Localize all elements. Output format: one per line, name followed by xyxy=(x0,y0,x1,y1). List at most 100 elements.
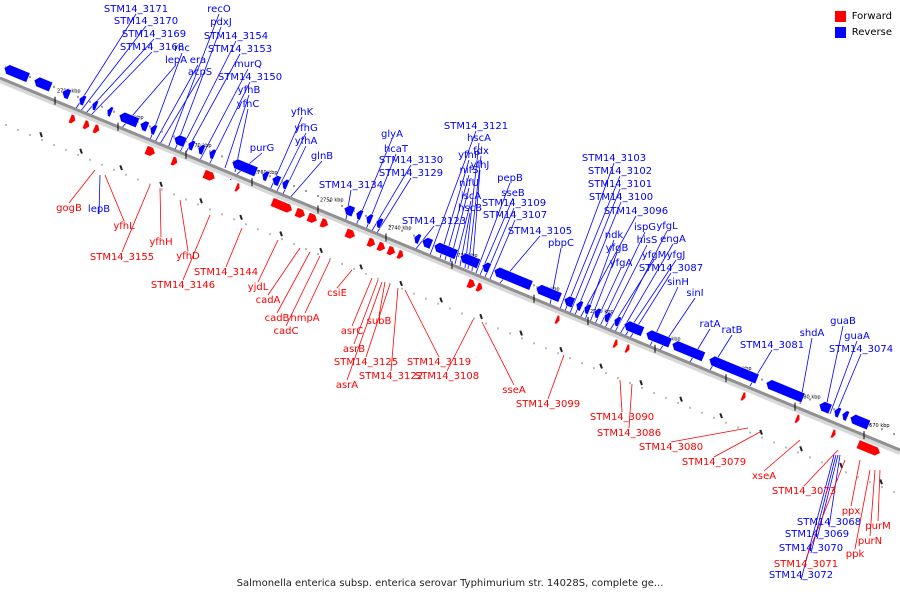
leader-line xyxy=(159,187,162,238)
leader-line xyxy=(374,177,412,237)
dot xyxy=(689,406,691,409)
reverse-gene xyxy=(343,205,356,218)
reverse-gene-label: lepB xyxy=(88,204,110,215)
reverse-gene-body xyxy=(645,329,673,349)
leader-line xyxy=(285,255,321,327)
forward-gene-label: STM14_3122 xyxy=(359,371,423,382)
reverse-gene xyxy=(231,158,259,177)
forward-gene-label: asrA xyxy=(336,380,358,391)
reverse-gene xyxy=(481,262,492,274)
dot xyxy=(761,378,763,381)
reverse-gene-label: yfgM xyxy=(642,250,666,261)
forward-gene-label: purM xyxy=(865,521,890,532)
reverse-gene-label: sseB xyxy=(501,188,525,199)
leader-line xyxy=(446,317,475,372)
tick-label: 2710 kbp xyxy=(590,309,614,315)
reverse-gene-body xyxy=(173,134,188,148)
dot xyxy=(785,446,787,449)
forward-gene-label: purN xyxy=(858,536,882,547)
leader-line xyxy=(225,227,243,268)
forward-gene-body xyxy=(234,182,240,193)
dot xyxy=(545,347,547,350)
reverse-gene xyxy=(61,88,72,100)
reverse-gene xyxy=(355,209,364,221)
dot xyxy=(113,110,115,113)
reverse-gene xyxy=(833,407,842,419)
leader-line xyxy=(489,219,516,280)
forward-gene xyxy=(386,245,396,256)
leader-line xyxy=(257,239,279,283)
forward-gene-body xyxy=(624,343,630,354)
forward-gene-label: cadA xyxy=(256,295,281,306)
leader-line xyxy=(803,449,839,487)
forward-gene-body xyxy=(830,428,836,439)
reverse-gene xyxy=(208,148,217,160)
marker xyxy=(519,330,523,336)
dot xyxy=(581,362,583,365)
dot xyxy=(413,234,415,237)
leader-line xyxy=(467,155,482,270)
leader-line xyxy=(336,269,353,289)
marker xyxy=(399,280,403,287)
forward-gene-label: STM14_3119 xyxy=(407,357,471,368)
tick-label: 2680 kbp xyxy=(797,395,821,401)
reverse-gene-label: STM14_3103 xyxy=(582,153,646,164)
dot xyxy=(701,411,703,414)
dot xyxy=(737,426,739,429)
leader-line xyxy=(481,321,515,386)
leader-line xyxy=(429,130,477,256)
backbone xyxy=(0,76,900,452)
dot xyxy=(713,416,715,419)
dot xyxy=(425,297,427,300)
tick-label: 2770 kbp xyxy=(188,143,212,149)
forward-gene xyxy=(170,156,178,166)
reverse-gene-body xyxy=(343,205,356,218)
reverse-gene-body xyxy=(106,106,114,118)
forward-gene-label: STM14_3073 xyxy=(772,486,836,497)
reverse-gene xyxy=(187,140,196,152)
reverse-gene-label: nifS xyxy=(460,165,479,176)
forward-gene-body xyxy=(740,391,746,402)
forward-gene xyxy=(612,338,618,349)
leader-line xyxy=(154,64,199,143)
forward-gene-label: ppx xyxy=(842,506,861,517)
marker xyxy=(39,131,43,138)
forward-gene-label: STM14_3099 xyxy=(516,399,580,410)
marker xyxy=(559,346,563,353)
leader-line xyxy=(79,25,147,113)
marker xyxy=(199,198,203,204)
reverse-gene-body xyxy=(575,300,584,312)
dot xyxy=(389,224,391,227)
reverse-gene-label: STM14_3100 xyxy=(589,192,653,203)
reverse-gene-label: ratB xyxy=(721,325,742,336)
reverse-gene-label: yfhJ xyxy=(471,160,490,171)
leader-line xyxy=(179,199,189,252)
forward-gene-body xyxy=(68,113,76,124)
forward-gene-label: sseA xyxy=(502,385,526,396)
reverse-gene-label: yfhB xyxy=(238,85,261,96)
reverse-gene xyxy=(493,267,534,291)
dot xyxy=(149,125,151,128)
reverse-gene-body xyxy=(493,267,534,291)
leader-line xyxy=(351,277,373,327)
leader-line xyxy=(619,379,623,413)
reverse-gene xyxy=(603,312,612,324)
forward-gene-label: STM14_3144 xyxy=(194,267,258,278)
marker xyxy=(599,363,603,369)
forward-gene-body xyxy=(92,123,100,134)
leader-line xyxy=(179,40,237,153)
reverse-gene-label: lepA xyxy=(165,55,187,66)
reverse-gene-body xyxy=(459,252,481,269)
dot xyxy=(605,372,607,375)
dot xyxy=(881,428,883,431)
leader-line xyxy=(439,159,470,259)
reverse-gene xyxy=(375,217,384,229)
forward-gene-label: subB xyxy=(367,316,392,327)
leader-line xyxy=(579,215,637,319)
leader-line xyxy=(276,251,311,314)
marker xyxy=(879,479,883,485)
leader-line xyxy=(287,160,323,201)
leader-line xyxy=(346,281,383,381)
leader-line xyxy=(816,454,839,540)
